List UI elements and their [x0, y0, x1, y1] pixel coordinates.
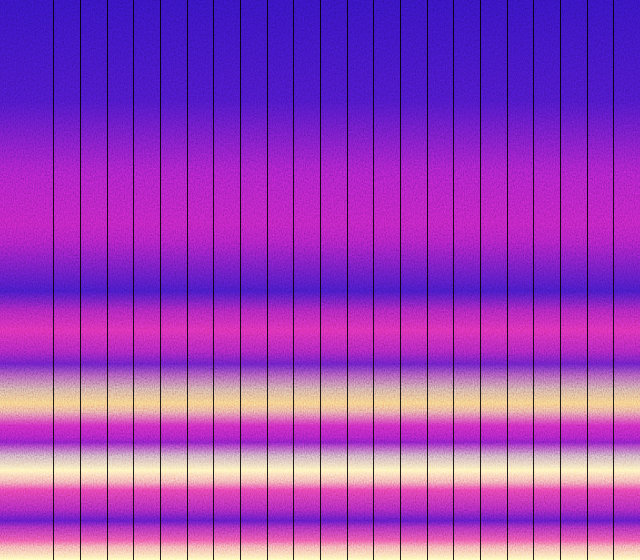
- frame-dividers: [53, 0, 614, 560]
